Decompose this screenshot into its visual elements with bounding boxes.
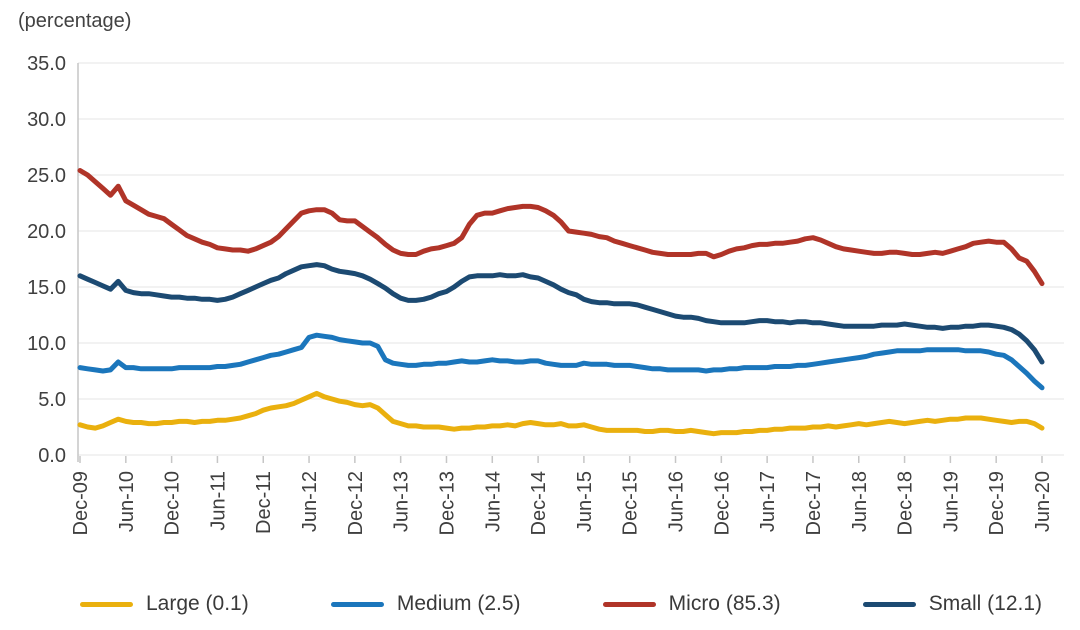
x-tick-label: Jun-14 <box>482 471 504 532</box>
y-tick-label: 20.0 <box>27 221 66 243</box>
chart-unit-label: (percentage) <box>18 10 132 32</box>
x-tick-label: Dec-09 <box>70 471 92 535</box>
y-tick-label: 25.0 <box>27 165 66 187</box>
legend-item-small: Small (12.1) <box>862 592 1042 616</box>
legend-swatch-micro <box>602 601 656 607</box>
series-line-medium <box>77 332 1045 391</box>
x-tick-label: Dec-16 <box>711 471 733 535</box>
series-line-large <box>77 390 1045 437</box>
x-tick-label: Jun-10 <box>116 471 138 532</box>
y-tick-label: 5.0 <box>38 389 66 411</box>
x-tick-label: Dec-13 <box>436 471 458 535</box>
x-tick-label: Jun-15 <box>574 471 596 532</box>
x-tick-label: Dec-18 <box>895 471 917 535</box>
x-tick-label: Dec-11 <box>253 471 275 534</box>
x-tick-label: Dec-12 <box>345 471 367 535</box>
chart-legend: Large (0.1) Medium (2.5) Micro (85.3) Sm… <box>80 586 1042 622</box>
legend-label-micro: Micro (85.3) <box>668 592 781 615</box>
x-tick-label: Jun-19 <box>940 471 962 532</box>
legend-item-medium: Medium (2.5) <box>330 592 521 616</box>
y-tick-label: 0.0 <box>38 445 66 467</box>
x-tick-label: Jun-20 <box>1032 471 1054 532</box>
legend-swatch-small <box>862 601 916 607</box>
x-tick-label: Dec-15 <box>620 471 642 535</box>
legend-item-micro: Micro (85.3) <box>602 592 781 616</box>
x-tick-label: Dec-17 <box>803 471 825 535</box>
series-line-micro <box>77 168 1045 287</box>
x-tick-label: Dec-10 <box>162 471 184 535</box>
x-tick-label: Jun-17 <box>757 471 779 532</box>
y-tick-label: 15.0 <box>27 277 66 299</box>
legend-label-medium: Medium (2.5) <box>396 592 521 615</box>
y-tick-label: 30.0 <box>27 109 66 131</box>
legend-label-small: Small (12.1) <box>928 592 1042 615</box>
x-tick-label: Jun-18 <box>849 471 871 532</box>
y-tick-label: 10.0 <box>27 333 66 355</box>
series-line-small <box>77 262 1045 365</box>
x-tick-label: Dec-19 <box>986 471 1008 535</box>
legend-label-large: Large (0.1) <box>146 592 249 615</box>
x-tick-label: Jun-11 <box>207 471 229 531</box>
line-chart: 0.0 5.0 10.0 15.0 20.0 25.0 30.0 35.0 Dec-09 Jun-… <box>27 53 1064 535</box>
x-tick-label: Dec-14 <box>528 471 550 535</box>
y-tick-label: 35.0 <box>27 53 66 75</box>
x-tick-label: Jun-12 <box>299 471 321 532</box>
x-tick-label: Jun-13 <box>391 471 413 532</box>
legend-item-large: Large (0.1) <box>80 592 249 616</box>
legend-swatch-medium <box>330 601 384 607</box>
legend-swatch-large <box>80 601 133 607</box>
x-tick-label: Jun-16 <box>666 471 688 532</box>
